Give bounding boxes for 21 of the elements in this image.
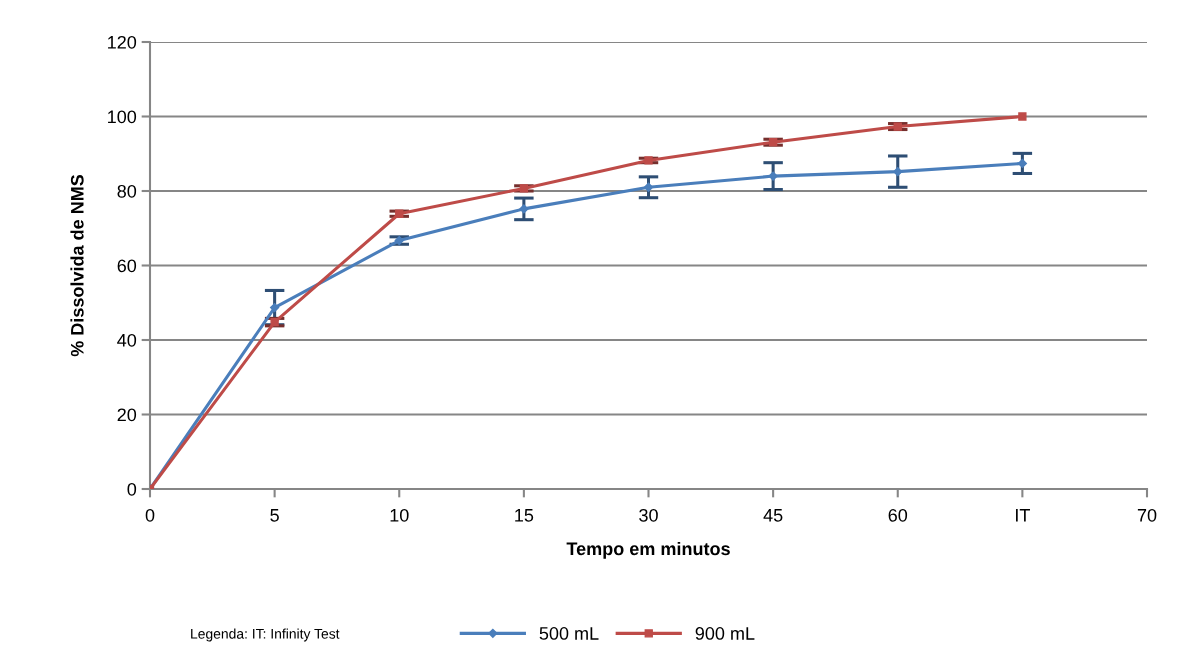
y-tick-label: 120 [108,35,137,49]
x-tick-label: 45 [763,509,783,522]
x-tick-label: 0 [145,508,155,522]
x-tick-label: IT [1016,509,1030,522]
y-axis-title: % Dissolvida de NMS [70,174,84,357]
y-tick-label: 60 [117,259,137,273]
x-tick-label: 10 [390,508,409,522]
x-tick-label: 5 [270,509,279,522]
y-tick-label: 0 [127,482,137,496]
y-tick-label: 20 [117,408,137,422]
x-tick-label: 70 [1137,508,1157,522]
x-tick-label: 15 [515,509,534,522]
x-tick-label: 30 [639,508,658,522]
legend-label: 500 mL [539,627,599,640]
x-axis-title: Tempo em minutos [566,541,730,559]
legend-label: 900 mL [695,627,755,640]
y-tick-label: 40 [117,333,137,347]
y-tick-label: 100 [108,110,137,124]
text: Legenda: IT: Infinity Test [191,628,340,642]
x-tick-label: 60 [888,508,908,522]
y-tick-label: 80 [117,184,137,198]
